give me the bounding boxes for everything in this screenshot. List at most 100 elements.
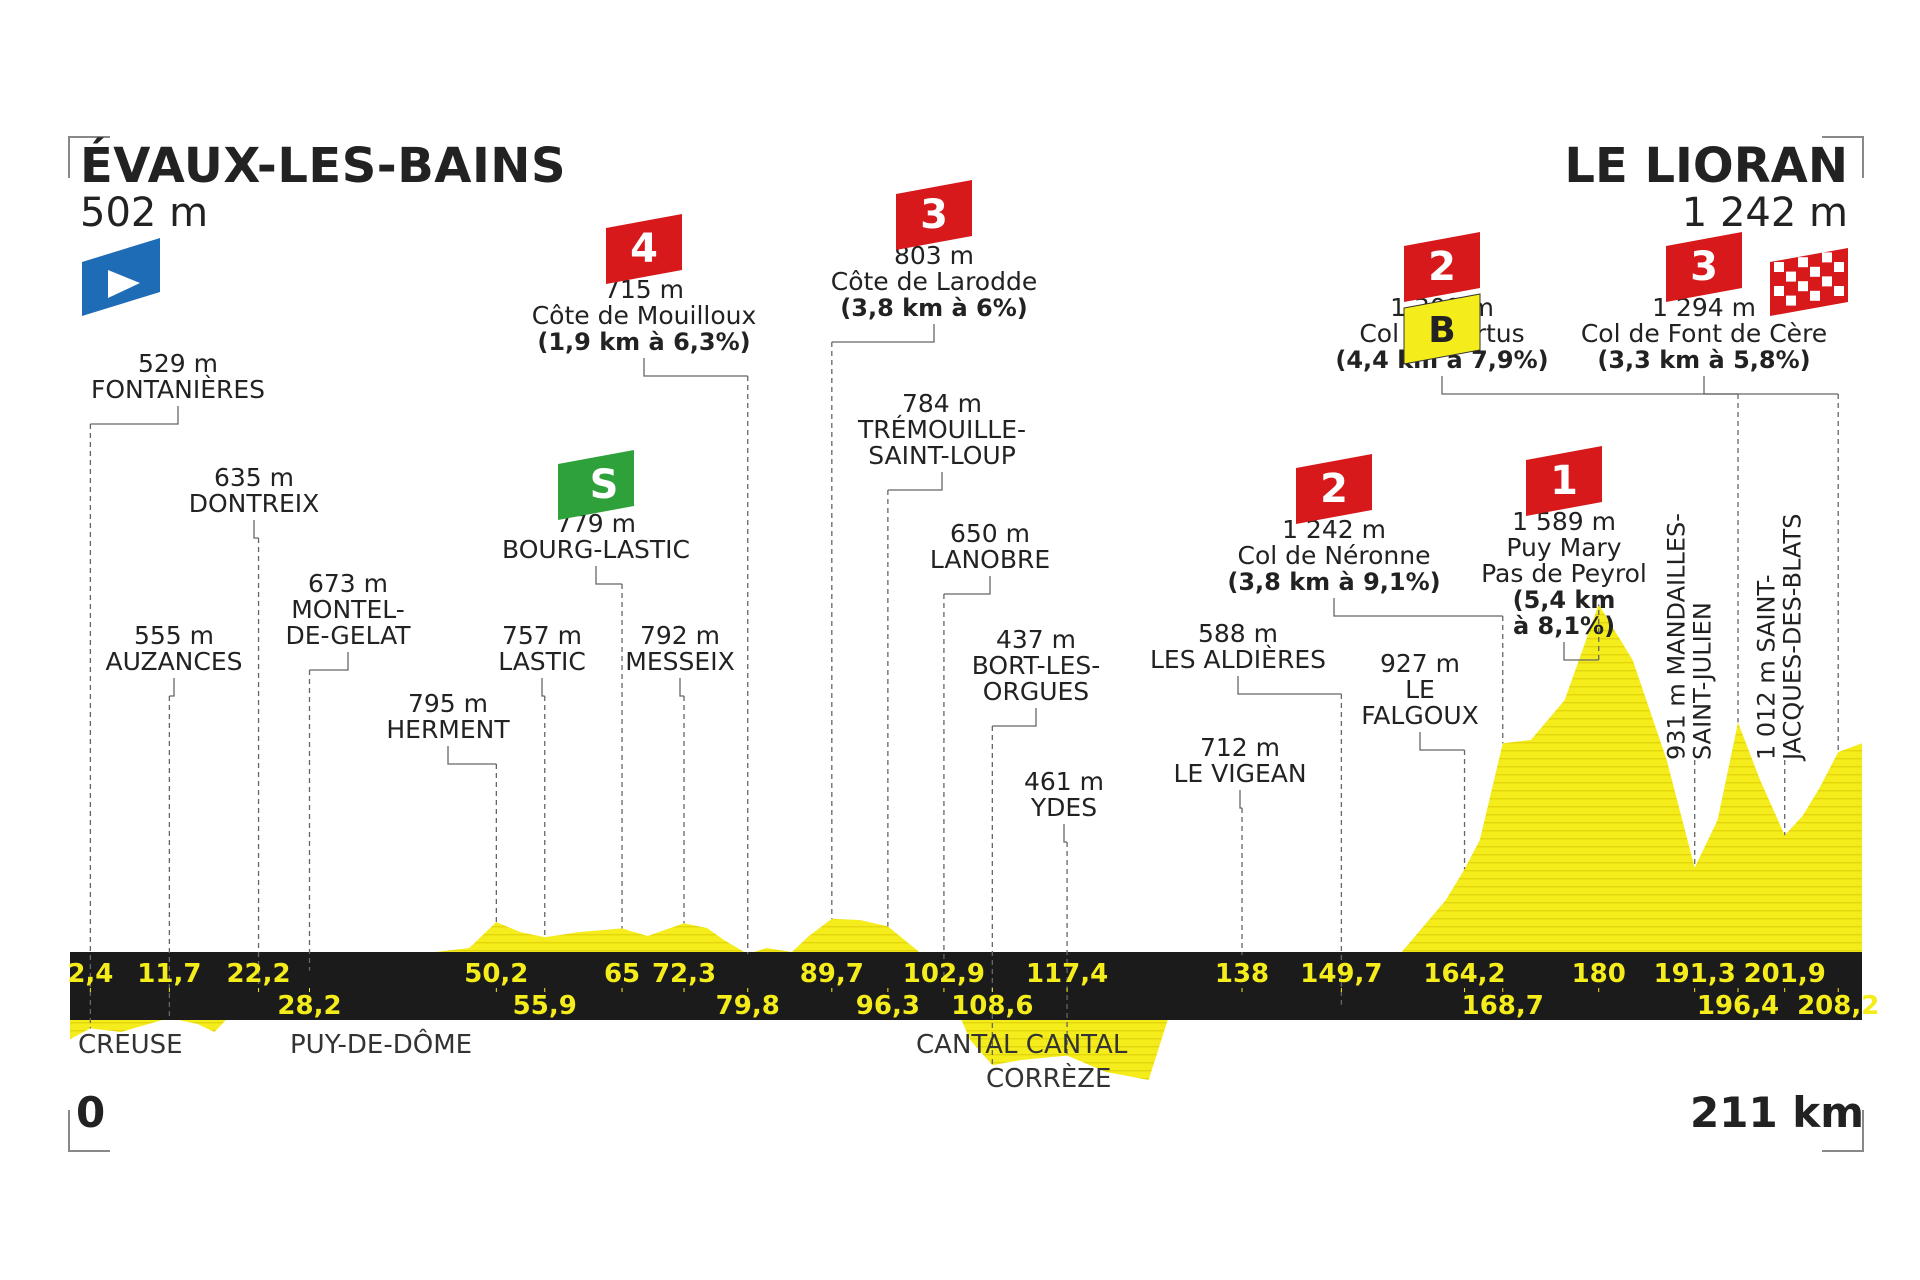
place-21-label-line-1: JACQUES-DES-BLATS <box>1779 514 1807 762</box>
place-18-leader-top <box>1563 642 1599 661</box>
place-20-leader-top <box>1441 376 1739 395</box>
finish-flag-icon <box>1770 248 1848 316</box>
place-20-bonus-letter: B <box>1428 310 1455 351</box>
start-flag-arrow <box>108 270 140 298</box>
place-18-climb-category-icon <box>1526 446 1602 516</box>
place-5-altitude: 757 m <box>502 621 582 650</box>
place-3-name-0: MONTEL- <box>291 595 405 624</box>
place-5-leader-top <box>541 678 545 697</box>
place-13-name-0: YDES <box>1030 793 1097 822</box>
place-2-altitude: 635 m <box>214 463 294 492</box>
finish-flag-check <box>1822 276 1832 287</box>
place-19-label-line-1: SAINT-JULIEN <box>1689 602 1717 760</box>
start-town: ÉVAUX-LES-BAINS <box>80 138 567 194</box>
place-16-name-0: LE <box>1405 675 1435 704</box>
place-4-altitude: 795 m <box>408 689 488 718</box>
place-1-name-0: AUZANCES <box>105 647 242 676</box>
km-marker-1: 11,7 <box>137 959 201 989</box>
km-marker-11: 102,9 <box>903 959 985 989</box>
km-marker-8: 79,8 <box>716 991 780 1021</box>
km-marker-7: 72,3 <box>652 959 716 989</box>
place-9-name-0: Côte de Larodde <box>831 267 1037 296</box>
place-8-detail-0: (1,9 km à 6,3%) <box>537 328 750 356</box>
start-altitude: 502 m <box>80 190 209 236</box>
place-12-leader-top <box>992 708 1037 727</box>
place-19-label-group: 931 m MANDAILLES-SAINT-JULIEN <box>1663 513 1717 760</box>
frame-corner-bl <box>68 1110 110 1152</box>
place-19-label-line-0: 931 m MANDAILLES- <box>1663 513 1691 760</box>
region-label-correze: CORRÈZE <box>986 1064 1112 1094</box>
place-11-name-0: LANOBRE <box>930 545 1050 574</box>
finish-town: LE LIORAN <box>1564 138 1848 194</box>
finish-flag-check <box>1774 262 1784 272</box>
km-marker-3: 28,2 <box>277 991 341 1021</box>
place-8-climb-category: 4 <box>630 226 658 272</box>
place-6-leader-top <box>595 566 623 585</box>
place-11-leader-top <box>943 576 991 595</box>
place-9-climb-category: 3 <box>920 192 948 238</box>
finish-flag-check <box>1810 290 1820 301</box>
km-marker-2: 22,2 <box>226 959 290 989</box>
finish-flag-check <box>1834 262 1844 272</box>
place-18-climb-category: 1 <box>1550 458 1578 504</box>
place-1-altitude: 555 m <box>134 621 214 650</box>
km-marker-0: 2,4 <box>67 959 113 989</box>
place-21-label-group: 1 012 m SAINT-JACQUES-DES-BLATS <box>1753 514 1807 762</box>
place-16-name-1: FALGOUX <box>1361 701 1479 730</box>
finish-flag-check <box>1822 252 1832 263</box>
km-band <box>70 952 1862 1020</box>
place-8-climb-category-icon <box>606 214 682 284</box>
place-20-climb-category-icon <box>1404 232 1480 302</box>
place-21-label-line-0: 1 012 m SAINT- <box>1753 574 1781 760</box>
finish-flag-check <box>1774 286 1784 296</box>
region-label-cantal: CANTAL CANTAL <box>916 1030 1128 1060</box>
place-0-leader-top <box>90 406 179 425</box>
place-17-leader-top <box>1333 598 1503 617</box>
place-3-altitude: 673 m <box>308 569 388 598</box>
finish-flag-check <box>1798 281 1808 292</box>
place-8-leader-top <box>643 358 748 377</box>
place-3-leader-top <box>309 652 349 671</box>
place-17-climb-category: 2 <box>1320 466 1348 512</box>
place-6-name-0: BOURG-LASTIC <box>502 535 690 564</box>
place-5-name-0: LASTIC <box>498 647 586 676</box>
km-marker-9: 89,7 <box>800 959 864 989</box>
place-12-altitude: 437 m <box>996 625 1076 654</box>
place-16-altitude: 927 m <box>1380 649 1460 678</box>
place-16-leader-top <box>1419 732 1465 751</box>
place-1-leader-top <box>169 678 175 697</box>
km-marker-17: 168,7 <box>1462 991 1544 1021</box>
place-22-name-0: Col de Font de Cère <box>1581 319 1827 348</box>
km-marker-4: 50,2 <box>464 959 528 989</box>
place-10-leader-top <box>887 472 943 491</box>
km-marker-20: 196,4 <box>1697 991 1779 1021</box>
place-14-leader-top <box>1239 790 1243 809</box>
frame-corner-br <box>1822 1110 1864 1152</box>
place-7-altitude: 792 m <box>640 621 720 650</box>
km-marker-21: 201,9 <box>1744 959 1826 989</box>
place-9-detail-0: (3,8 km à 6%) <box>840 294 1027 322</box>
place-2-name-0: DONTREIX <box>189 489 320 518</box>
place-13-leader-top <box>1063 824 1068 843</box>
km-marker-19: 191,3 <box>1654 959 1736 989</box>
km-marker-15: 149,7 <box>1300 959 1382 989</box>
place-6-sprint-icon <box>558 450 634 520</box>
km-marker-14: 138 <box>1215 959 1269 989</box>
place-22-climb-category: 3 <box>1690 244 1718 290</box>
place-4-name-0: HERMENT <box>386 715 510 744</box>
place-8-name-0: Côte de Mouilloux <box>532 301 757 330</box>
place-18-detail-0: (5,4 km <box>1513 586 1616 614</box>
region-label-creuse: CREUSE <box>78 1030 183 1060</box>
place-0-name-0: FONTANIÈRES <box>91 375 265 404</box>
place-20-climb-category: 2 <box>1428 244 1456 290</box>
frame-corner-tr <box>1822 136 1864 178</box>
frame-corner-tl <box>68 136 110 178</box>
finish-flag-check <box>1786 295 1796 306</box>
place-22-detail-0: (3,3 km à 5,8%) <box>1597 346 1810 374</box>
km-marker-18: 180 <box>1572 959 1626 989</box>
km-marker-22: 208,2 <box>1797 991 1879 1021</box>
place-2-leader-top <box>253 520 259 539</box>
place-9-leader-top <box>831 324 935 343</box>
finish-altitude: 1 242 m <box>1681 190 1848 236</box>
km-marker-16: 164,2 <box>1423 959 1505 989</box>
